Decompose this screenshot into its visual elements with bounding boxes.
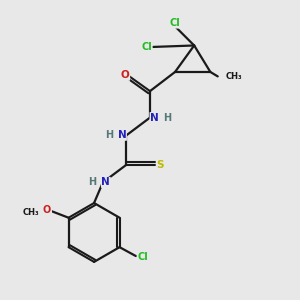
Text: CH₃: CH₃ [23,208,40,217]
Text: O: O [121,70,129,80]
Text: H: H [164,112,172,123]
Text: N: N [118,130,126,140]
Text: CH₃: CH₃ [226,72,243,81]
Text: S: S [157,160,164,170]
Text: H: H [105,130,113,140]
Text: O: O [43,205,51,215]
Text: H: H [88,177,97,188]
Text: Cl: Cl [138,253,148,262]
Text: Cl: Cl [170,18,180,28]
Text: N: N [150,112,159,123]
Text: N: N [101,177,110,188]
Text: Cl: Cl [141,42,152,52]
